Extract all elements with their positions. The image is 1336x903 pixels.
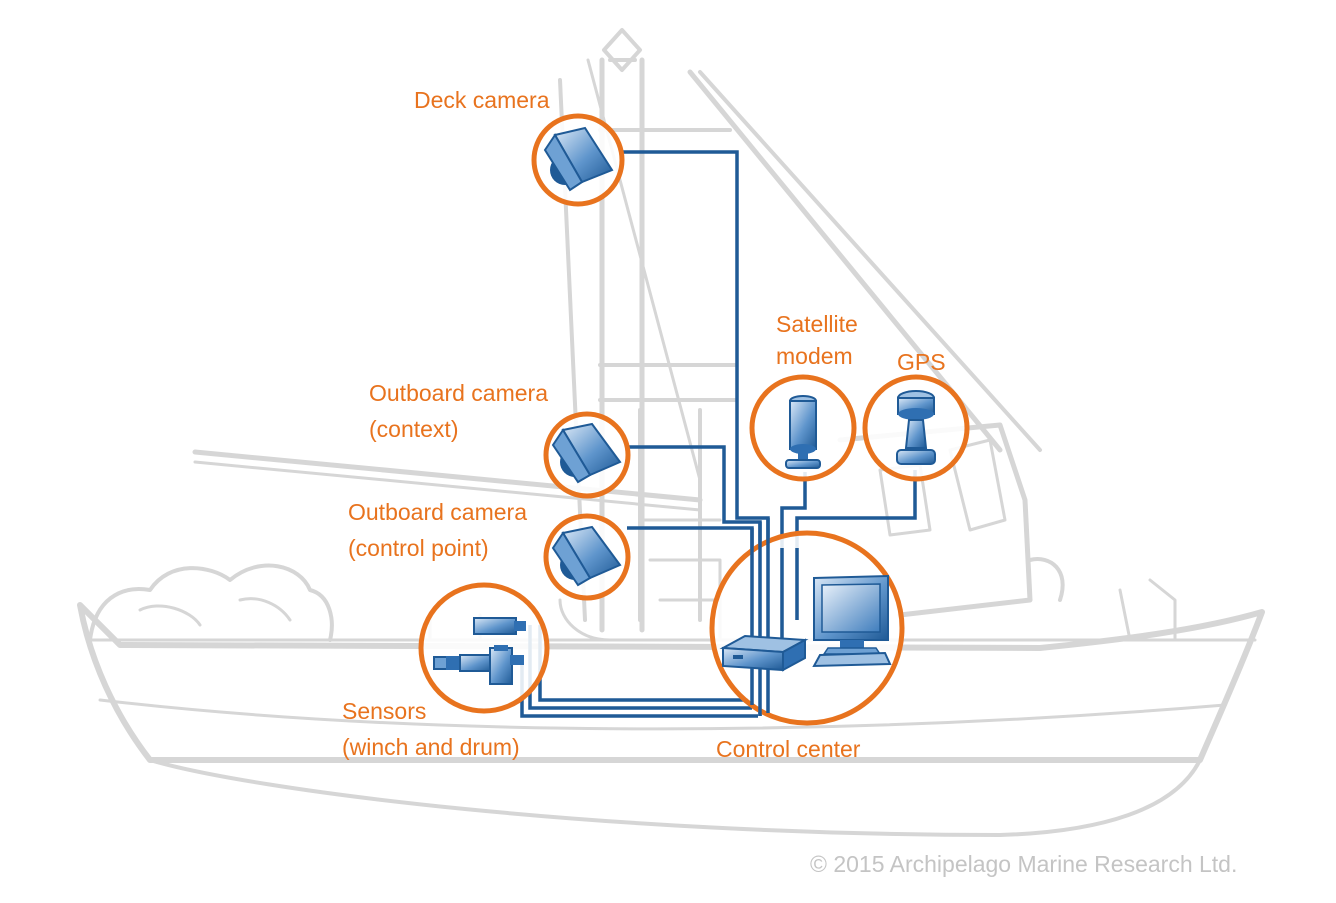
sensors-icon [433, 617, 526, 685]
outboard-camera-control-icon [551, 525, 622, 587]
gps-label-text: GPS [897, 349, 946, 375]
sensors-label-line1: Sensors [342, 698, 427, 724]
control-center-label: Control center [716, 731, 860, 767]
control-center-icon [719, 574, 892, 672]
satellite-modem-icon [785, 395, 821, 469]
gps-label: GPS [897, 344, 946, 380]
satellite-modem-label-line1: Satellite [776, 311, 858, 337]
vessel-outline [77, 28, 1265, 837]
sensors-label-line2: (winch and drum) [342, 734, 520, 760]
outboard-camera-control-label-line2: (control point) [348, 535, 489, 561]
sensors-label: Sensors (winch and drum) [342, 693, 520, 765]
outboard-camera-context-label-line2: (context) [369, 416, 459, 442]
satellite-modem-label-line2: modem [776, 343, 853, 369]
deck-camera-label-text: Deck camera [414, 87, 550, 113]
sensors-circle [418, 582, 550, 714]
outboard-camera-context-icon [551, 422, 622, 484]
gps-antenna-icon [896, 390, 936, 465]
deck-camera-icon [543, 126, 614, 192]
control-center-label-text: Control center [716, 736, 861, 762]
outboard-camera-context-label-line1: Outboard camera [369, 380, 548, 406]
satellite-modem-label: Satellite modem [776, 306, 858, 374]
outboard-camera-control-label: Outboard camera (control point) [348, 494, 527, 566]
outboard-camera-context-label: Outboard camera (context) [369, 375, 548, 447]
deck-camera-label: Deck camera [414, 82, 549, 118]
copyright-notice: © 2015 Archipelago Marine Research Ltd. [810, 851, 1238, 877]
outboard-camera-control-label-line1: Outboard camera [348, 499, 527, 525]
